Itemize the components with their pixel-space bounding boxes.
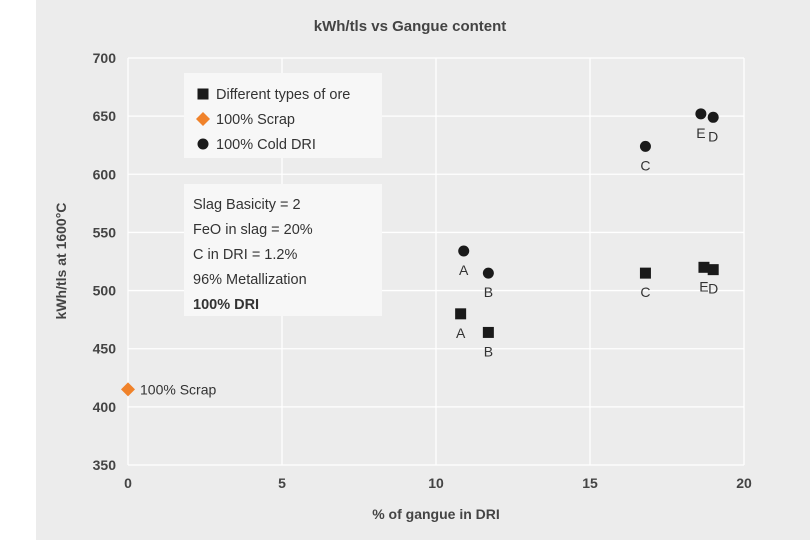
data-label: E [696, 125, 705, 141]
data-label: C [640, 284, 650, 300]
data-point-square [455, 308, 467, 320]
data-label: D [708, 281, 718, 297]
y-tick-label: 400 [93, 399, 117, 415]
y-tick-label: 650 [93, 108, 117, 124]
legend-marker-diamond [196, 112, 210, 126]
legend-entry-label: 100% Cold DRI [216, 137, 316, 153]
data-point-circle [482, 267, 494, 279]
y-axis-title: kWh/tls at 1600°C [53, 203, 69, 320]
y-tick-label: 500 [93, 283, 117, 299]
legend-box [184, 73, 382, 158]
scatter-chart: kWh/tls vs Gangue content 35040045050055… [53, 18, 752, 522]
data-point-square [482, 326, 494, 338]
x-tick-label: 15 [582, 475, 598, 491]
y-tick-label: 550 [93, 224, 117, 240]
y-tick-label: 350 [93, 457, 117, 473]
data-label: A [456, 325, 466, 341]
legend-entry-label: Different types of ore [216, 87, 350, 103]
y-tick-label: 450 [93, 341, 117, 357]
y-tick-label: 700 [93, 50, 117, 66]
data-point-diamond [121, 382, 135, 397]
annotation-line: 100% DRI [193, 297, 259, 313]
annotation-line: 96% Metallization [193, 272, 307, 288]
data-label: B [484, 284, 493, 300]
annotation-line: Slag Basicity = 2 [193, 197, 301, 213]
x-tick-label: 20 [736, 475, 752, 491]
data-label: A [459, 262, 469, 278]
data-point-circle [639, 140, 651, 152]
x-tick-label: 10 [428, 475, 444, 491]
tick-labels: 350 400 450 500 550 600 650 700 0 5 10 15 20 [93, 50, 752, 491]
annotation-box [184, 184, 382, 316]
data-label: E [699, 278, 708, 294]
x-tick-label: 5 [278, 475, 286, 491]
data-point-square [639, 267, 651, 279]
chart-panel: kWh/tls vs Gangue content 350 400 450 500 55… [36, 0, 810, 540]
y-tick-label: 600 [93, 166, 117, 182]
legend-marker-square [197, 88, 209, 100]
data-label: B [484, 343, 493, 359]
x-tick-label: 0 [124, 475, 132, 491]
annotation-line: FeO in slag = 20% [193, 222, 313, 238]
annotation-line: C in DRI = 1.2% [193, 247, 297, 263]
data-label: 100% Scrap [140, 381, 216, 397]
data-point-circle [695, 108, 707, 120]
legend-entry-label: 100% Scrap [216, 112, 295, 128]
parameters-box: Slag Basicity = 2 FeO in slag = 20% C in D… [184, 184, 382, 316]
data-label: C [640, 157, 650, 173]
data-label: D [708, 128, 718, 144]
chart-title: kWh/tls vs Gangue content [314, 18, 507, 35]
data-point-square [698, 261, 710, 273]
legend: Different types of ore 100% Scrap 100% Col… [184, 73, 382, 158]
data-point-circle [707, 111, 719, 123]
data-point-square [707, 264, 719, 276]
legend-marker-circle [197, 138, 209, 150]
data-point-circle [458, 245, 470, 257]
x-axis-title: % of gangue in DRI [372, 506, 500, 522]
